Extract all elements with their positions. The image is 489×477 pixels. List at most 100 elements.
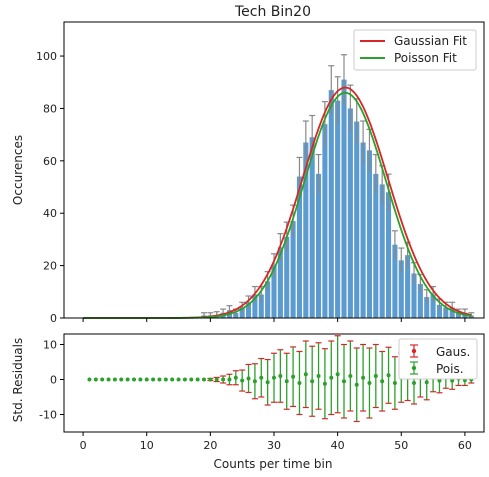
residual-point	[138, 377, 143, 382]
histogram-x-ticks	[82, 318, 466, 322]
residual-point	[182, 377, 187, 382]
histogram-bar	[341, 79, 347, 318]
residual-point	[221, 377, 226, 382]
histogram-bar	[373, 173, 379, 318]
x-tick-label: 30	[267, 439, 281, 452]
residual-point	[316, 374, 321, 378]
histogram-bar	[417, 283, 423, 318]
histogram-bar	[284, 236, 290, 318]
x-axis-label: Counts per time bin	[214, 457, 333, 471]
residual-point	[87, 377, 92, 382]
residual-point	[189, 377, 194, 382]
residual-point	[195, 377, 200, 382]
residual-point	[252, 379, 257, 384]
residual-point	[214, 377, 219, 382]
poisson-legend-label: Poisson Fit	[394, 51, 457, 65]
residual-point	[265, 380, 270, 385]
gaus-legend-marker	[410, 344, 418, 358]
residuals-panel: 0 10 20 30 40 50 60 -10 0 10 Std. Residuals Coun…	[11, 333, 485, 471]
residual-point	[373, 374, 378, 378]
resid-y-tick-label: 0	[50, 374, 57, 387]
chart-title: Tech Bin20	[234, 4, 311, 20]
residual-point	[208, 377, 213, 382]
residual-point	[240, 378, 245, 383]
residual-point	[278, 374, 283, 378]
residual-point	[303, 372, 308, 377]
histogram-bar	[366, 150, 372, 318]
histogram-bar	[424, 297, 430, 318]
residual-point	[272, 375, 276, 380]
residual-point	[291, 374, 296, 379]
histogram-bar	[290, 221, 296, 318]
residuals-y-axis-label: Std. Residuals	[11, 338, 25, 423]
histogram-bar	[316, 173, 322, 318]
residual-points	[87, 335, 475, 423]
residual-point	[170, 377, 175, 382]
y-tick-label: 20	[43, 260, 57, 273]
histogram-bar	[322, 124, 328, 318]
y-tick-label: 60	[43, 155, 57, 168]
residual-point	[93, 377, 98, 382]
histogram-y-ticks: 0 20 40 60 80 100	[36, 50, 64, 325]
residuals-y-ticks: -10 0 10	[39, 339, 64, 422]
x-tick-label: 50	[394, 439, 408, 452]
residual-point	[151, 377, 156, 382]
histogram-bar	[436, 304, 442, 318]
residual-point	[424, 380, 429, 385]
histogram-bar	[296, 176, 302, 318]
y-tick-label: 80	[43, 102, 57, 115]
histogram-bar	[335, 100, 341, 318]
y-axis-label: Occurences	[11, 135, 25, 205]
pois-legend-label: Pois.	[436, 362, 464, 376]
histogram-bar	[398, 260, 404, 318]
residual-point	[106, 377, 111, 382]
x-tick-label: 20	[203, 439, 217, 452]
histogram-bar	[405, 255, 411, 318]
y-tick-label: 100	[36, 50, 57, 63]
histogram-bar	[271, 265, 277, 318]
residual-point	[310, 379, 315, 384]
histogram-bar	[347, 108, 353, 318]
fit-legend: Gaussian Fit Poisson Fit	[353, 29, 477, 71]
residual-point	[380, 379, 385, 384]
resid-y-tick-label: 10	[43, 339, 57, 352]
histogram-bar	[386, 192, 392, 318]
histogram-bar	[354, 121, 360, 318]
gaus-legend-label: Gaus.	[436, 345, 470, 359]
residual-point	[450, 378, 455, 383]
residual-point	[361, 375, 366, 380]
histogram-bar	[265, 281, 271, 318]
gaussian-legend-label: Gaussian Fit	[394, 34, 467, 48]
residuals-x-ticks: 0 10 20 30 40 50 60	[80, 432, 472, 452]
histogram-bar	[252, 294, 258, 318]
x-tick-label: 40	[331, 439, 345, 452]
y-tick-label: 40	[43, 207, 57, 220]
histogram-bar	[328, 90, 334, 318]
residual-point	[246, 376, 251, 381]
histogram-bar	[309, 137, 315, 318]
residual-point	[342, 379, 346, 384]
histogram-bar	[411, 273, 417, 318]
residual-point	[297, 381, 302, 385]
residual-point	[227, 377, 232, 382]
residual-point	[437, 378, 442, 383]
residual-point	[233, 375, 238, 380]
histogram-bar	[258, 294, 264, 318]
residual-point	[348, 374, 353, 378]
histogram-panel: 0 20 40 60 80 100 Occurences Gaussian Fit Poi…	[11, 21, 485, 325]
y-tick-label: 0	[50, 312, 57, 325]
histogram-bar	[360, 142, 366, 318]
residual-point	[367, 381, 372, 385]
x-tick-label: 60	[458, 439, 472, 452]
histogram-bar	[246, 302, 252, 318]
residuals-legend: Gaus. Pois.	[398, 338, 478, 380]
x-tick-label: 10	[140, 439, 154, 452]
histogram-bars	[201, 79, 474, 318]
histogram-bar	[430, 294, 436, 318]
residual-point	[119, 377, 124, 382]
residual-point	[335, 372, 340, 377]
residual-point	[412, 381, 416, 385]
residual-point	[163, 377, 168, 382]
histogram-bar	[392, 244, 398, 318]
